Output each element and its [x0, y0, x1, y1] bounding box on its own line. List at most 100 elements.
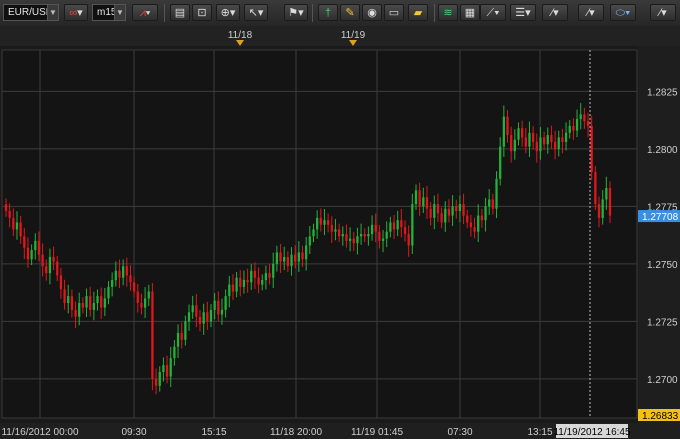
- candle-down: [550, 135, 553, 142]
- trend-tool-icon[interactable]: ≋: [438, 4, 458, 21]
- low-price-tag: [638, 409, 680, 421]
- candle-up: [341, 234, 344, 237]
- candle-up: [92, 303, 95, 310]
- candle-down: [125, 266, 128, 276]
- candle-up: [575, 119, 579, 131]
- candle-up: [220, 309, 224, 315]
- time-axis: 11/16/2012 00:00 09:30 15:15 11/18 20:00 11/…: [0, 423, 680, 439]
- candle-up: [557, 137, 560, 149]
- indicator-icon[interactable]: ▭: [384, 4, 404, 21]
- candle-up: [359, 234, 363, 237]
- candle-down: [180, 332, 183, 340]
- candle-down: [74, 309, 77, 317]
- candle-down: [26, 247, 30, 260]
- timeframe-label: m15: [97, 7, 117, 18]
- candle-down: [480, 215, 484, 221]
- candle-down: [583, 114, 586, 122]
- candle-up: [184, 321, 187, 340]
- candle-down: [542, 137, 546, 145]
- candle-down: [392, 222, 396, 230]
- candle-down: [12, 217, 15, 230]
- candle-up: [107, 286, 110, 299]
- candle-up: [477, 215, 480, 232]
- cursor-icon[interactable]: ↖▾: [244, 4, 268, 21]
- candle-up: [48, 257, 52, 274]
- crosshair-time-tag: [556, 424, 628, 438]
- candle-down: [378, 231, 381, 241]
- candle-up: [169, 358, 172, 377]
- candle-down: [45, 266, 48, 274]
- date-marker-label: 11/19: [341, 30, 366, 41]
- candle-up: [162, 365, 165, 372]
- candle-down: [217, 300, 220, 315]
- symbol-label: EUR/USD: [8, 7, 54, 18]
- candle-up: [242, 280, 246, 287]
- candle-up: [272, 263, 275, 278]
- candle-down: [286, 257, 290, 267]
- candle-up: [484, 206, 487, 221]
- candle-up: [111, 280, 114, 287]
- candle-up: [323, 220, 326, 225]
- y-tick-label: 1.2775: [647, 202, 678, 213]
- current-price-label: 1.27708: [642, 212, 679, 223]
- shape-tool-icon[interactable]: ∕▾: [542, 4, 568, 21]
- candle-up: [85, 296, 88, 308]
- fib-tool-icon[interactable]: ☰▾: [510, 4, 536, 21]
- candle-up: [290, 254, 293, 267]
- comment-icon[interactable]: ✎: [340, 4, 360, 21]
- candle-up: [528, 132, 531, 147]
- candle-up: [30, 250, 33, 260]
- candle-down: [231, 284, 235, 292]
- pen-tool-icon[interactable]: ∕▾: [578, 4, 604, 21]
- candle-up: [261, 280, 264, 285]
- time-axis-background: [0, 423, 680, 439]
- candle-up: [305, 245, 308, 260]
- marker-icon[interactable]: †: [318, 4, 338, 21]
- candle-up: [414, 190, 418, 205]
- date-marker-bar: 11/18 11/19: [0, 26, 680, 46]
- current-price-tag: [638, 210, 680, 223]
- candle-down: [154, 378, 158, 386]
- x-tick-label: 11/19 01:45: [351, 427, 404, 438]
- line-tool-icon[interactable]: ⟋▾: [480, 4, 506, 21]
- toolbar-separator: [164, 4, 165, 22]
- candle-down: [246, 280, 249, 283]
- layout-icon[interactable]: ▦: [460, 4, 480, 21]
- candle-down: [469, 222, 473, 228]
- chart-type-icon[interactable]: ⩘▾: [132, 4, 158, 21]
- candle-up: [158, 372, 161, 386]
- zoom-icon[interactable]: ⊡: [192, 4, 212, 21]
- candle-up: [114, 270, 117, 280]
- candle-down: [70, 296, 74, 310]
- candle-down: [63, 289, 66, 303]
- compare-icon[interactable]: ∞▾: [64, 4, 88, 21]
- y-tick-label: 1.2825: [647, 87, 678, 98]
- flag-icon[interactable]: ⚑▾: [284, 4, 308, 21]
- candle-up: [78, 303, 81, 317]
- candle-up: [458, 204, 462, 211]
- candle-up: [451, 206, 454, 216]
- timeframe-dropdown[interactable]: m15 ▼: [92, 4, 126, 21]
- ellipse-tool-icon[interactable]: ⬭▾: [610, 4, 636, 21]
- candle-up: [224, 296, 227, 310]
- candle-up: [143, 298, 147, 308]
- candle-down: [418, 190, 421, 207]
- crosshair-icon[interactable]: ⊕▾: [216, 4, 240, 21]
- more-tools-icon[interactable]: ∕▾: [650, 4, 676, 21]
- eye-icon[interactable]: ◉: [362, 4, 382, 21]
- symbol-dropdown[interactable]: EUR/USD ▼: [3, 4, 59, 21]
- price-chart[interactable]: 1.2825 1.2800 1.2775 1.2750 1.2725 1.2700 1.27…: [0, 46, 680, 423]
- y-tick-label: 1.2750: [647, 260, 678, 271]
- candles-icon[interactable]: ▤: [170, 4, 190, 21]
- candle-down: [594, 171, 597, 205]
- candle-up: [411, 204, 414, 246]
- candle-down: [561, 137, 564, 142]
- candle-down: [590, 125, 593, 172]
- candle-up: [370, 224, 374, 234]
- ruler-icon[interactable]: ▰: [408, 4, 428, 21]
- candle-up: [34, 240, 37, 251]
- candle-down: [455, 206, 458, 211]
- candle-down: [41, 254, 44, 267]
- candle-down: [473, 227, 476, 232]
- candle-down: [429, 208, 432, 218]
